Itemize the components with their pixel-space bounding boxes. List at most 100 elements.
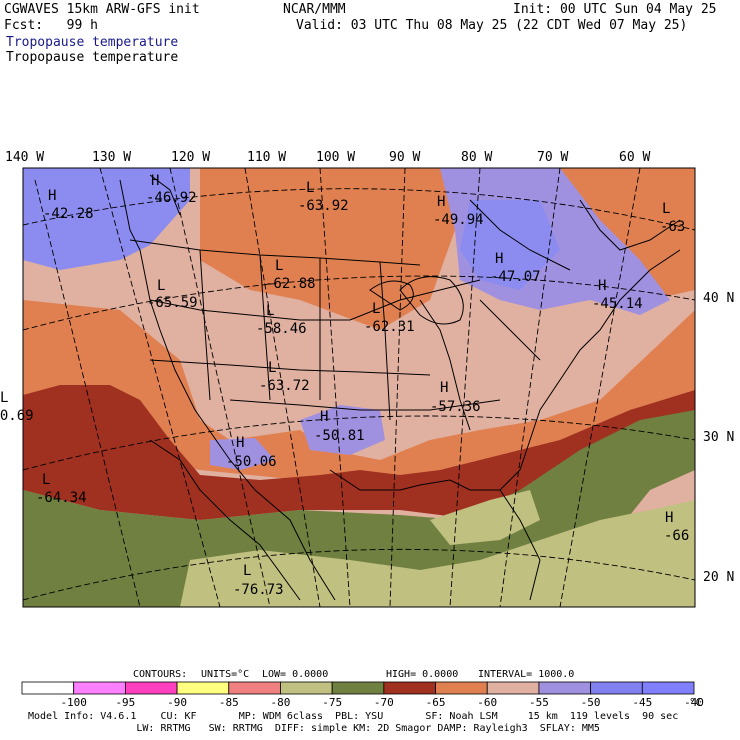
scale-tick-label: -40: [684, 696, 704, 709]
scale-tick-label: -90: [167, 696, 187, 709]
field-band-orange: [23, 300, 695, 490]
scale-tick-label: -50: [581, 696, 601, 709]
center-value: -63: [660, 219, 685, 235]
center-type: L: [0, 390, 8, 406]
center-type: H: [665, 510, 673, 526]
center-value: -64.34: [36, 490, 87, 506]
center-value: -49.94: [433, 212, 484, 228]
scale-swatch: [331, 681, 385, 695]
center-value: -62.31: [364, 319, 415, 335]
center-value: -45.14: [592, 296, 643, 312]
units-label: UNITS=°C: [201, 669, 249, 680]
contours-label: CONTOURS:: [133, 669, 187, 680]
center-value: -47.07: [490, 269, 541, 285]
center-type: L: [662, 201, 670, 217]
scale-swatch: [538, 681, 592, 695]
lon-label: 110 W: [247, 150, 286, 165]
scale-tick-label: -100: [60, 696, 87, 709]
lon-label: 140 W: [5, 150, 44, 165]
center-type: L: [42, 472, 50, 488]
scale-tick-label: -65: [426, 696, 446, 709]
center-value: -58.46: [256, 321, 307, 337]
map-frame: [22, 167, 696, 608]
center-value: -66: [664, 528, 689, 544]
low-label: LOW= 0.0000: [262, 669, 328, 680]
scale-tick-label: -85: [219, 696, 239, 709]
scale-tick-label: -55: [529, 696, 549, 709]
lon-label: 130 W: [92, 150, 131, 165]
scale-swatch: [124, 681, 178, 695]
center-type: L: [306, 180, 314, 196]
scale-swatch: [486, 681, 540, 695]
field-band-orange: [560, 168, 695, 300]
scale-tick-label: -70: [374, 696, 394, 709]
center-type: H: [320, 409, 328, 425]
scale-unit: °C: [689, 696, 702, 709]
scale-swatch: [641, 681, 695, 695]
field-band-violet: [210, 438, 275, 470]
lon-label: 60 W: [619, 150, 650, 165]
scale-swatch: [280, 681, 333, 695]
scale-tick-label: -75: [322, 696, 342, 709]
interval-label: INTERVAL= 1000.0: [478, 669, 574, 680]
valid-time: Valid: 03 UTC Thu 08 May 25 (22 CDT Wed …: [296, 18, 688, 33]
init-time: Init: 00 UTC Sun 04 May 25: [513, 2, 717, 17]
field-band-violet: [460, 200, 560, 290]
scale-swatch: [176, 681, 230, 695]
center-type: L: [268, 360, 276, 376]
center-type: L: [266, 303, 274, 319]
scale-tick-label: -60: [477, 696, 497, 709]
lat-label: 20 N: [703, 570, 734, 585]
lon-label: 70 W: [537, 150, 568, 165]
scale-tick-label: -80: [271, 696, 291, 709]
model-title: CGWAVES 15km ARW-GFS init: [4, 2, 200, 17]
center-value: -46.92: [146, 190, 197, 206]
forecast-hour: Fcst: 99 h: [4, 18, 98, 33]
lon-label: 90 W: [389, 150, 420, 165]
lat-label: 30 N: [703, 430, 734, 445]
center-value: -50.06: [226, 454, 277, 470]
center-value: -63.72: [259, 378, 310, 394]
coastlines: [119, 174, 681, 601]
model-info-line2: LW: RRTMG SW: RRTMG DIFF: simple KM: 2D …: [28, 723, 600, 734]
center-value: -42.28: [43, 206, 94, 222]
contour-field-name: Tropopause temperature: [6, 50, 179, 65]
center-value: -60.69: [0, 408, 34, 424]
center-type: H: [598, 278, 606, 294]
field-band-orange: [200, 168, 455, 330]
center-type: H: [151, 173, 159, 189]
scale-swatch: [435, 681, 488, 695]
scale-tick-label: -95: [115, 696, 135, 709]
center-value: -62.88: [265, 276, 316, 292]
center-value: -63.92: [298, 198, 349, 214]
high-label: HIGH= 0.0000: [386, 669, 458, 680]
field-band-khaki: [180, 500, 695, 607]
scale-swatch: [21, 681, 75, 695]
scale-swatch: [383, 681, 436, 695]
center-type: L: [157, 278, 165, 294]
scale-swatch: [228, 681, 281, 695]
color-scale: [21, 681, 695, 695]
colored-field-name: Tropopause temperature: [6, 35, 179, 50]
scale-swatch: [73, 681, 126, 695]
lon-label: 100 W: [316, 150, 355, 165]
lon-label: 120 W: [171, 150, 210, 165]
field-band-khaki: [430, 490, 540, 545]
center-value: -76.73: [233, 582, 284, 598]
lat-label: 40 N: [703, 291, 734, 306]
scale-swatch: [590, 681, 643, 695]
center-value: -50.81: [314, 428, 365, 444]
scale-tick-label: -45: [632, 696, 652, 709]
center-value: -57.36: [430, 399, 481, 415]
graticule: [23, 168, 695, 607]
center-type: H: [437, 194, 445, 210]
center-value: -65.59: [147, 295, 198, 311]
center-type: L: [243, 563, 251, 579]
center-type: L: [275, 258, 283, 274]
field-band-violet: [23, 168, 190, 270]
organization: NCAR/MMM: [283, 2, 346, 17]
center-type: L: [372, 301, 380, 317]
center-type: H: [440, 380, 448, 396]
lon-label: 80 W: [461, 150, 492, 165]
